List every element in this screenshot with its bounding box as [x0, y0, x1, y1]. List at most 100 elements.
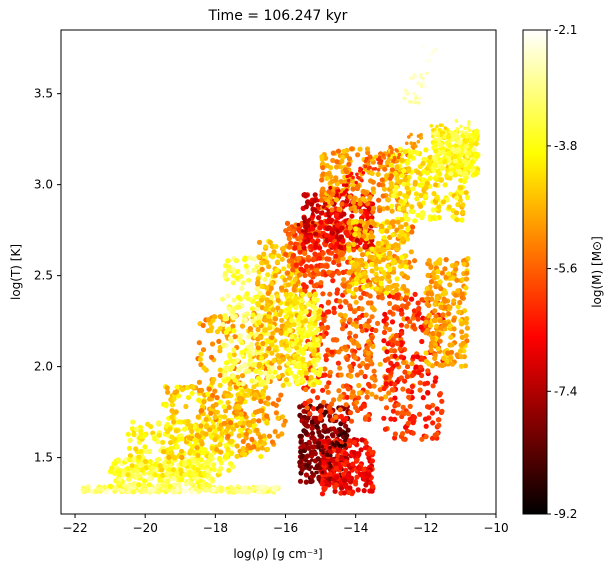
- scatter-point: [426, 302, 432, 309]
- scatter-point: [349, 171, 354, 176]
- scatter-point: [472, 134, 478, 140]
- scatter-point: [364, 389, 370, 395]
- scatter-point: [399, 303, 406, 309]
- scatter-point: [453, 210, 460, 216]
- scatter-point: [381, 338, 387, 344]
- scatter-point: [286, 226, 292, 232]
- scatter-point: [329, 207, 335, 213]
- scatter-point: [168, 445, 174, 451]
- scatter-point: [288, 370, 294, 376]
- scatter-point: [259, 445, 265, 451]
- scatter-point: [333, 474, 340, 480]
- scatter-point: [440, 165, 446, 171]
- scatter-point: [260, 391, 266, 397]
- scatter-point: [284, 220, 291, 226]
- scatter-point: [304, 405, 310, 411]
- scatter-point: [463, 190, 469, 196]
- scatter-point: [327, 448, 333, 454]
- scatter-point: [197, 356, 203, 362]
- scatter-point: [314, 395, 321, 401]
- scatter-point: [294, 300, 300, 306]
- scatter-point: [242, 486, 248, 492]
- scatter-point: [304, 333, 311, 339]
- scatter-point: [460, 340, 466, 346]
- scatter-point: [138, 448, 144, 454]
- scatter-point: [210, 317, 216, 323]
- scatter-point: [157, 463, 163, 469]
- scatter-point: [447, 304, 453, 310]
- scatter-point: [358, 323, 364, 330]
- scatter-point: [196, 379, 202, 385]
- scatter-point: [399, 173, 405, 179]
- scatter-point: [326, 211, 330, 216]
- scatter-point: [209, 341, 216, 347]
- scatter-point: [366, 324, 372, 330]
- scatter-point: [319, 481, 325, 487]
- scatter-point: [315, 456, 321, 462]
- scatter-point: [143, 448, 149, 454]
- scatter-point: [221, 414, 228, 420]
- scatter-point: [235, 268, 241, 275]
- scatter-point: [405, 141, 409, 146]
- scatter-point: [343, 402, 349, 408]
- scatter-point: [219, 430, 225, 437]
- scatter-point: [203, 416, 209, 422]
- scatter-point: [222, 316, 228, 322]
- scatter-point: [264, 446, 271, 452]
- scatter-point: [427, 323, 434, 329]
- scatter-point: [263, 384, 269, 390]
- scatter-point: [355, 267, 361, 273]
- scatter-point: [385, 244, 391, 250]
- scatter-point: [391, 219, 397, 225]
- scatter-point: [383, 405, 390, 411]
- scatter-point: [412, 258, 418, 264]
- scatter-point: [365, 220, 371, 226]
- scatter-point: [337, 312, 343, 318]
- scatter-point: [430, 383, 436, 389]
- scatter-point: [246, 368, 252, 374]
- scatter-point: [347, 330, 353, 336]
- scatter-point: [296, 222, 301, 227]
- scatter-point: [409, 296, 415, 302]
- scatter-point: [183, 403, 189, 410]
- scatter-point: [401, 359, 407, 365]
- scatter-point: [400, 205, 406, 211]
- scatter-point: [395, 149, 399, 153]
- scatter-point: [343, 430, 348, 435]
- scatter-point: [292, 283, 299, 289]
- scatter-point: [344, 356, 350, 362]
- scatter-point: [228, 338, 234, 344]
- scatter-point: [346, 241, 352, 247]
- scatter-point: [156, 432, 162, 438]
- scatter-point: [350, 199, 356, 205]
- scatter-point: [410, 209, 416, 215]
- scatter-point: [441, 130, 446, 135]
- scatter-point: [364, 211, 370, 217]
- scatter-point: [234, 453, 240, 459]
- scatter-point: [320, 387, 326, 393]
- scatter-point: [136, 482, 142, 488]
- scatter-point: [246, 489, 252, 495]
- scatter-point: [382, 311, 388, 317]
- scatter-point: [122, 483, 128, 489]
- scatter-point: [350, 321, 356, 327]
- scatter-point: [459, 334, 465, 340]
- scatter-point: [273, 344, 279, 350]
- scatter-point: [292, 374, 298, 380]
- scatter-point: [463, 276, 470, 282]
- scatter-point: [367, 358, 373, 364]
- scatter-point: [326, 208, 330, 213]
- scatter-point: [216, 338, 222, 344]
- scatter-point: [343, 467, 349, 473]
- scatter-point: [394, 282, 400, 288]
- scatter-point: [334, 287, 341, 293]
- scatter-point: [147, 459, 153, 465]
- scatter-point: [142, 487, 148, 493]
- scatter-point: [258, 334, 264, 341]
- scatter-point: [383, 394, 389, 400]
- scatter-point: [237, 420, 243, 426]
- scatter-point: [127, 457, 133, 463]
- scatter-point: [222, 378, 228, 384]
- scatter-point: [413, 191, 419, 197]
- scatter-point: [433, 261, 439, 267]
